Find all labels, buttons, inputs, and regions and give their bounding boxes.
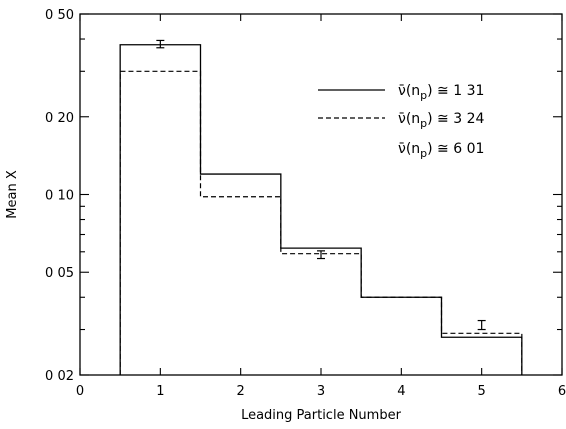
y-tick-label: 0 05: [45, 266, 74, 281]
x-tick-label: 6: [558, 384, 566, 399]
x-axis-title: Leading Particle Number: [241, 408, 402, 423]
error-bars: [156, 39, 486, 331]
x-tick-label: 3: [317, 384, 325, 399]
legend-entry-1: ν̄(np) ≅ 1 31: [398, 83, 484, 102]
x-tick-label: 1: [156, 384, 164, 399]
y-tick-label: 0 50: [45, 8, 74, 23]
error-bar: [317, 250, 325, 260]
histogram-steps: [119, 44, 523, 375]
x-tick-label: 5: [478, 384, 486, 399]
error-bar: [156, 39, 165, 49]
x-tick-label: 0: [76, 384, 84, 399]
x-tick-label: 4: [397, 384, 405, 399]
x-tick-label: 2: [237, 384, 245, 399]
y-tick-label: 0 20: [45, 111, 74, 126]
y-tick-label: 0 10: [45, 189, 74, 204]
y-tick-label: 0 02: [45, 369, 74, 384]
error-bar: [477, 319, 486, 331]
series-1-step-line: [119, 44, 523, 375]
plot-frame: [79, 13, 563, 376]
legend: ν̄(np) ≅ 1 31 ν̄(np) ≅ 3 24 ν̄(np) ≅ 6 01: [318, 83, 484, 160]
legend-entry-2: ν̄(np) ≅ 3 24: [398, 111, 484, 130]
legend-entry-3: ν̄(np) ≅ 6 01: [398, 141, 484, 160]
series-2-step-line: [119, 70, 523, 375]
y-axis-title: Mean X: [5, 170, 20, 219]
axes: 0 1 2 3 4 5 6 0 02 0 05 0 10 0 20 0 50: [45, 8, 566, 399]
